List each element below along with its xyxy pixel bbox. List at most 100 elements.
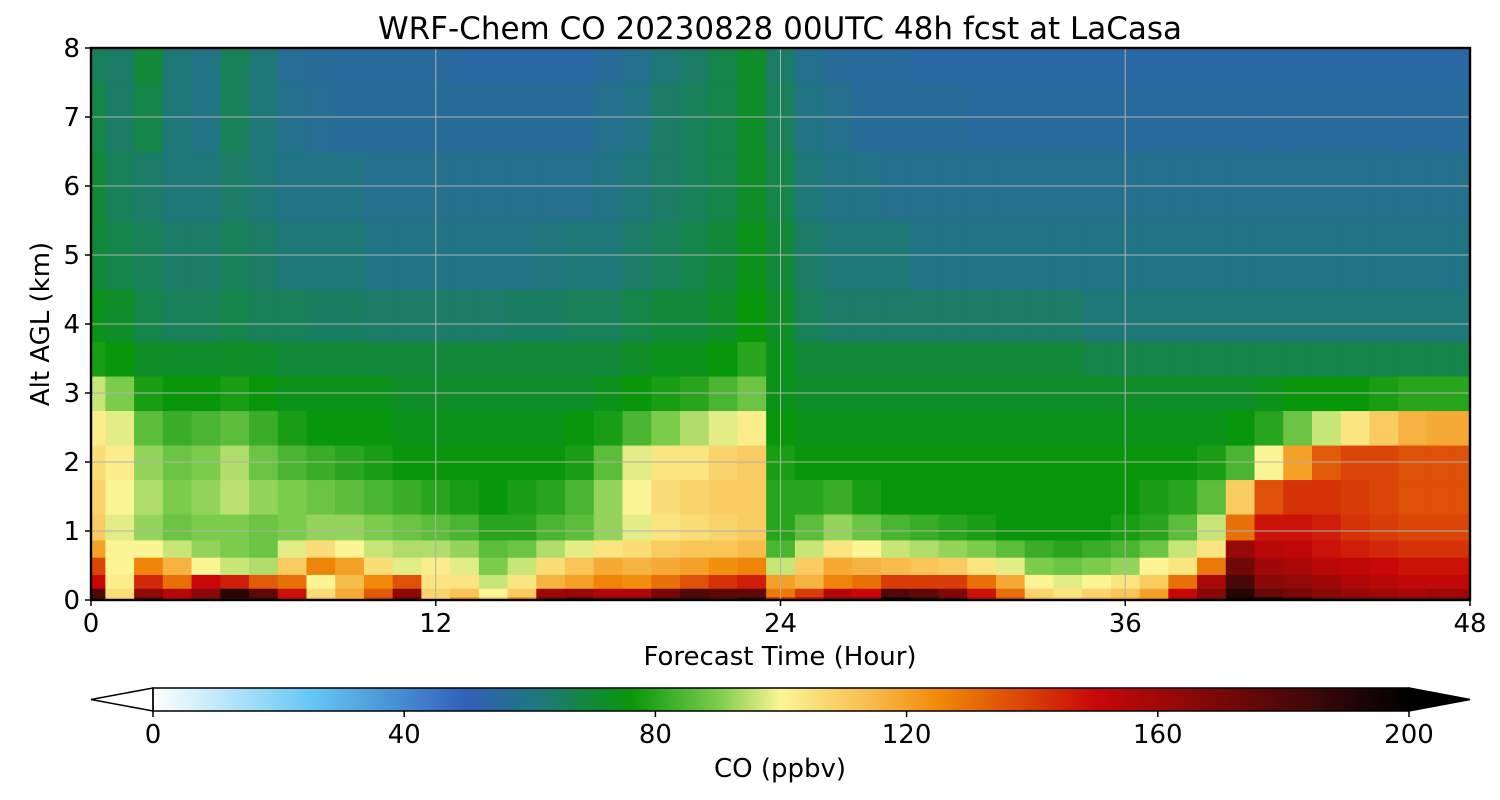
heatmap-cell [478, 513, 509, 541]
heatmap-cell [593, 539, 624, 558]
heatmap-cell [852, 587, 882, 598]
heatmap-cell [823, 341, 854, 377]
heatmap-cell [909, 587, 940, 598]
heatmap-cell [852, 341, 882, 377]
heatmap-cell [593, 513, 624, 541]
heatmap-cell [1283, 587, 1313, 598]
heatmap-cell [995, 48, 1026, 84]
heatmap-cell [679, 410, 710, 446]
heatmap-cell [708, 48, 739, 84]
heatmap-cell [1426, 556, 1457, 575]
heatmap-cell [565, 596, 595, 600]
heatmap-cell [679, 556, 710, 575]
heatmap-cell [737, 574, 767, 589]
y-tick-label: 5 [63, 241, 80, 271]
heatmap-cell [1369, 574, 1399, 589]
heatmap-cell [105, 587, 135, 598]
heatmap-cell [1082, 596, 1112, 600]
heatmap-cell [450, 539, 480, 558]
heatmap-cell [1024, 341, 1055, 377]
heatmap-cell [162, 410, 193, 446]
heatmap-cell [1455, 341, 1470, 377]
heatmap-cell [593, 574, 624, 589]
heatmap-cell [651, 596, 681, 600]
heatmap-cell [1455, 596, 1470, 600]
heatmap-cell [536, 596, 566, 600]
heatmap-cell [1225, 48, 1256, 84]
heatmap-cell [1369, 410, 1399, 446]
heatmap-cell [1139, 48, 1170, 84]
heatmap-cell [1197, 341, 1227, 377]
heatmap-cell [536, 410, 566, 446]
heatmap-cell [536, 479, 566, 515]
heatmap-cell [1369, 48, 1399, 84]
heatmap-cell [1139, 539, 1170, 558]
heatmap-cell [105, 479, 135, 515]
heatmap-cell [995, 556, 1026, 575]
heatmap-cell [105, 48, 135, 84]
heatmap-cell [105, 556, 135, 575]
heatmap-cell [249, 479, 279, 515]
heatmap-cell [881, 289, 911, 343]
heatmap-cell [1311, 479, 1342, 515]
heatmap-cell [1225, 341, 1256, 377]
heatmap-cell [1024, 513, 1055, 541]
heatmap-cell [1225, 539, 1256, 558]
heatmap-cell [507, 48, 538, 84]
heatmap-cell [967, 513, 997, 541]
heatmap-cell [1053, 556, 1083, 575]
heatmap-cell [162, 48, 193, 84]
heatmap-cell [1082, 289, 1112, 343]
heatmap-cell [191, 596, 222, 600]
heatmap-cell [478, 479, 509, 515]
heatmap-cell [1024, 289, 1055, 343]
heatmap-cell [1455, 587, 1470, 598]
heatmap-cell [852, 539, 882, 558]
heatmap-cell [622, 410, 653, 446]
heatmap-cell [507, 341, 538, 377]
heatmap-cell [1197, 556, 1227, 575]
heatmap-cell [1369, 341, 1399, 377]
heatmap-cell [536, 539, 566, 558]
heatmap-cell [737, 587, 767, 598]
heatmap-cell [1197, 539, 1227, 558]
heatmap-cell [191, 410, 222, 446]
heatmap-cell [1398, 556, 1428, 575]
heatmap-cell [450, 410, 480, 446]
heatmap-cell [1024, 539, 1055, 558]
heatmap-cell [306, 341, 336, 377]
heatmap-cell [1398, 289, 1428, 343]
heatmap-cell [220, 513, 250, 541]
heatmap-cell [134, 48, 164, 84]
heatmap-cell [1082, 341, 1112, 377]
heatmap-cell [852, 596, 882, 600]
heatmap-cell [737, 556, 767, 575]
heatmap-cell [249, 341, 279, 377]
heatmap-cell [708, 410, 739, 446]
heatmap-cell [91, 289, 107, 343]
heatmap-cell [392, 596, 423, 600]
heatmap-cell [1369, 556, 1399, 575]
heatmap-cell [478, 574, 509, 589]
heatmap-cell [881, 410, 911, 446]
heatmap-cell [1024, 479, 1055, 515]
x-axis-ticks: 0 12 24 36 48 [83, 600, 1487, 639]
heatmap-cell [1283, 341, 1313, 377]
heatmap-cell [1168, 556, 1198, 575]
heatmap-cell [1082, 513, 1112, 541]
heatmap-cell [450, 479, 480, 515]
heatmap-cell [651, 513, 681, 541]
heatmap-cell [277, 596, 308, 600]
heatmap-cell [938, 479, 969, 515]
heatmap-cell [565, 410, 595, 446]
heatmap-cell [995, 479, 1026, 515]
heatmap-cell [1024, 410, 1055, 446]
heatmap-cell [277, 341, 308, 377]
heatmap-cell [1311, 539, 1342, 558]
colorbar-tick-label: 80 [639, 720, 672, 750]
heatmap-cell [1254, 410, 1285, 446]
heatmap-cell [478, 48, 509, 84]
heatmap-cell [220, 479, 250, 515]
heatmap-cell [134, 479, 164, 515]
heatmap-cell [1398, 539, 1428, 558]
